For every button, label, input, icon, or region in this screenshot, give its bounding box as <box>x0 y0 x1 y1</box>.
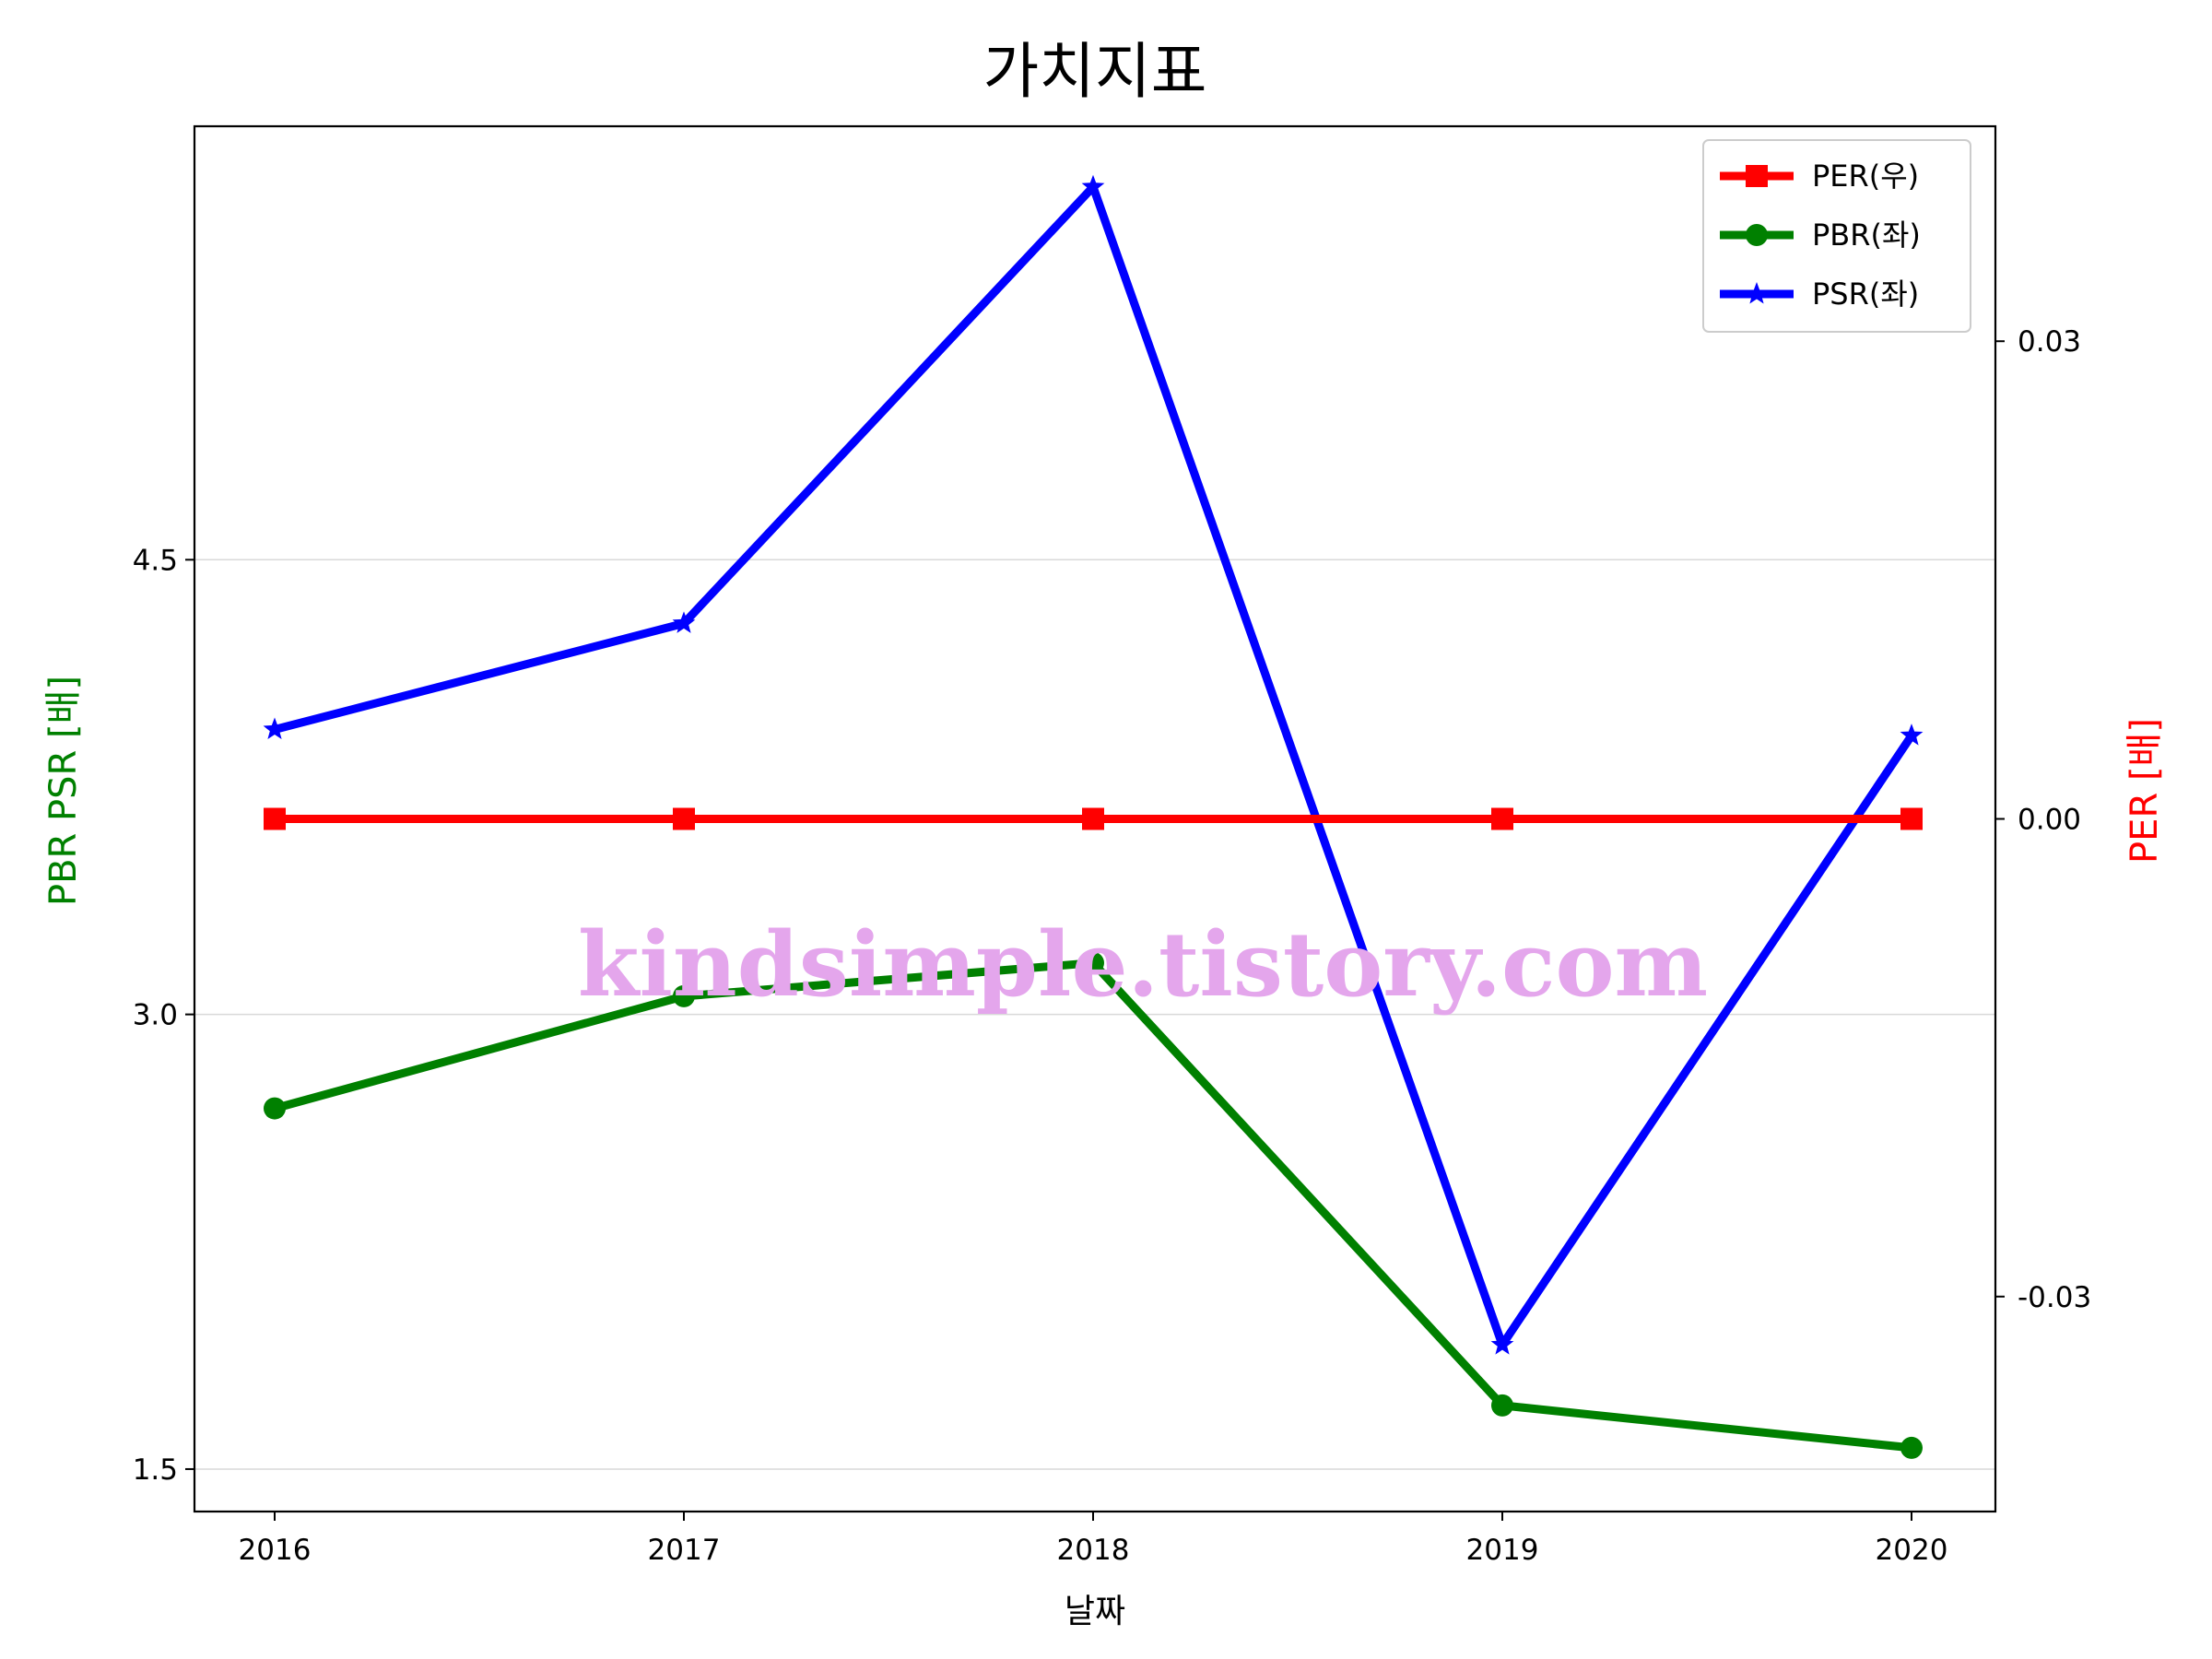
y-axis-left-label: PBR PSR [배] <box>42 676 85 906</box>
psr-data-point <box>672 611 696 633</box>
legend-label-per: PER(우) <box>1812 159 1919 194</box>
psr-data-point <box>1900 724 1924 746</box>
x-tick-label: 2020 <box>1876 1534 1948 1567</box>
y-left-tick-label: 3.0 <box>133 999 178 1032</box>
legend-marker-psr <box>1745 282 1769 304</box>
x-axis-label: 날짜 <box>1065 1593 1125 1630</box>
psr-data-point <box>1081 174 1105 197</box>
per-data-point <box>1900 807 1923 830</box>
pbr-data-point <box>1082 951 1104 974</box>
x-tick-label: 2017 <box>648 1534 721 1567</box>
per-data-point <box>1491 807 1513 830</box>
legend: PER(우) PBR(좌) PSR(좌) <box>1702 139 1971 333</box>
pbr-data-point <box>1491 1394 1513 1417</box>
pbr-data-point <box>264 1097 286 1120</box>
x-tick-label: 2018 <box>1057 1534 1130 1567</box>
psr-data-point <box>263 717 287 739</box>
y-right-tick-label: 0.03 <box>2018 325 2081 359</box>
psr-data-point <box>1490 1333 1514 1355</box>
x-tick-label: 2019 <box>1466 1534 1539 1567</box>
y-right-tick-label: -0.03 <box>2018 1281 2091 1314</box>
chart-title: 가치지표 <box>983 36 1207 107</box>
pbr-data-point <box>1900 1436 1923 1459</box>
per-data-point <box>1082 807 1104 830</box>
per-data-point <box>264 807 286 830</box>
pbr-data-point <box>673 984 695 1007</box>
legend-box <box>1702 139 1971 333</box>
legend-label-psr: PSR(좌) <box>1812 276 1919 312</box>
x-tick-label: 2016 <box>239 1534 312 1567</box>
y-left-tick-label: 1.5 <box>133 1453 178 1487</box>
legend-marker-pbr <box>1746 224 1768 246</box>
y-right-tick-label: 0.00 <box>2018 804 2081 837</box>
legend-label-pbr: PBR(좌) <box>1812 218 1921 253</box>
watermark-text: kindsimple.tistory.com <box>578 912 1708 1017</box>
y-left-tick-label: 4.5 <box>133 544 178 577</box>
per-data-point <box>673 807 695 830</box>
legend-marker-per <box>1746 165 1768 187</box>
y-axis-right-label: PER [배] <box>2124 718 2166 864</box>
